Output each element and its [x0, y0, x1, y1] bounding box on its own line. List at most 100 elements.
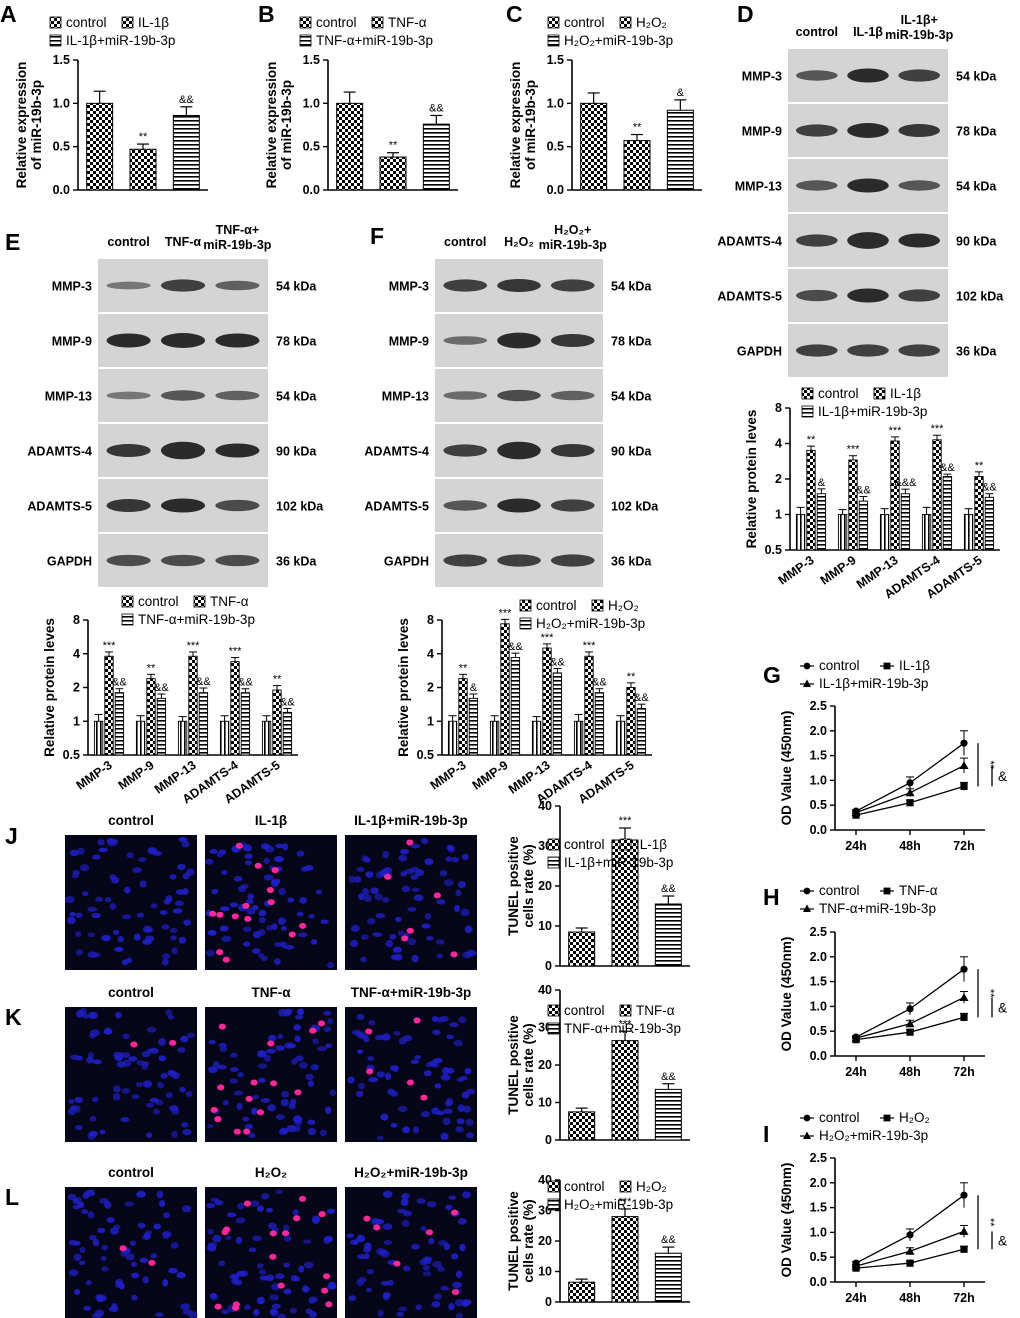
- nucleus: [114, 1054, 123, 1062]
- bar-MMP-9-H₂O₂+miR-19b-3p: [510, 657, 521, 756]
- significance-mark: &&: [592, 677, 607, 689]
- nucleus: [302, 1285, 310, 1293]
- band-MMP-3-0: [443, 279, 488, 292]
- band-MMP-13-2: [550, 390, 595, 401]
- bar-ADAMTS-4-IL-1β+miR-19b-3p: [942, 476, 953, 551]
- nucleus: [440, 1073, 451, 1081]
- nucleus: [465, 1132, 475, 1139]
- nucleus: [292, 1209, 299, 1216]
- y-tick-label: 0.0: [810, 1275, 827, 1289]
- nucleus: [323, 1026, 332, 1033]
- nucleus: [120, 1052, 131, 1058]
- bar-MMP-3-TNF-α+miR-19b-3p: [114, 692, 125, 756]
- bar-IL-1β: [611, 839, 639, 967]
- lane-label-2-line2: miR-19b-3p: [203, 238, 271, 252]
- nucleus: [181, 1121, 189, 1128]
- nucleus: [356, 866, 365, 872]
- nucleus: [152, 1108, 160, 1115]
- band-MMP-13-0: [796, 180, 838, 191]
- nucleus: [74, 1096, 84, 1103]
- tunel-positive-nucleus: [298, 1195, 307, 1202]
- band-MMP-13-1: [497, 389, 541, 402]
- nucleus: [117, 935, 124, 943]
- band-ADAMTS-4-2: [215, 443, 260, 458]
- bar-ADAMTS-4-TNF-α: [230, 661, 240, 756]
- nucleus: [156, 1190, 164, 1199]
- nucleus: [436, 899, 446, 905]
- nucleus: [455, 1126, 464, 1133]
- nucleus: [111, 1302, 118, 1310]
- band-GAPDH-0: [443, 554, 488, 567]
- nucleus: [258, 1269, 267, 1275]
- tunel-positive-nucleus: [365, 1028, 373, 1035]
- nucleus: [85, 1280, 93, 1286]
- bar-H₂O₂+miR-19b-3p: [654, 1252, 682, 1303]
- nucleus: [398, 854, 407, 862]
- nucleus: [89, 1115, 97, 1122]
- band-MMP-9-0: [796, 124, 838, 137]
- nucleus: [348, 1295, 357, 1302]
- nucleus: [252, 948, 261, 954]
- nucleus: [325, 1106, 332, 1115]
- bar-MMP-3-IL-1β: [806, 449, 816, 551]
- nucleus: [385, 1072, 392, 1081]
- tunel-positive-nucleus: [243, 1128, 251, 1135]
- nucleus: [120, 1117, 130, 1123]
- nucleus: [136, 1190, 146, 1198]
- nucleus: [307, 1119, 316, 1125]
- nucleus: [377, 1309, 384, 1317]
- nucleus: [264, 1054, 271, 1062]
- band-size-MMP-13: 54 kDa: [276, 390, 317, 404]
- bar-MMP-9-control: [489, 720, 500, 756]
- significance-mark: &&: [280, 696, 295, 708]
- nucleus: [329, 1089, 337, 1096]
- y-tick-label: 10: [538, 1096, 552, 1110]
- legend-label-1: H₂O₂: [899, 1110, 930, 1125]
- nucleus: [186, 1032, 196, 1039]
- nucleus: [423, 1070, 432, 1077]
- nucleus: [458, 1016, 467, 1024]
- legend-marker: [883, 887, 891, 895]
- nucleus: [382, 1190, 393, 1198]
- nucleus: [69, 849, 79, 857]
- y-tick-label: 1: [775, 508, 782, 522]
- nucleus: [111, 839, 119, 844]
- legend-swatch-1: [619, 1180, 632, 1193]
- nucleus: [400, 1198, 409, 1207]
- legend-label-2: IL-1β+miR-19b-3p: [818, 404, 927, 419]
- nucleus: [266, 925, 273, 932]
- nucleus: [218, 1260, 226, 1267]
- legend-swatch-2: [519, 617, 532, 630]
- nucleus: [327, 1284, 337, 1290]
- nucleus: [168, 1267, 178, 1274]
- nucleus: [169, 874, 177, 880]
- x-tick-label: MMP-3: [428, 758, 469, 793]
- nucleus: [414, 1055, 421, 1060]
- bar-ADAMTS-5-IL-1β+miR-19b-3p: [984, 496, 995, 551]
- nucleus: [181, 1205, 192, 1213]
- lane-label-1: TNF-α: [165, 235, 201, 249]
- y-axis-label-line: Relative expression: [14, 62, 29, 189]
- y-tick-label: 0.0: [810, 1049, 827, 1063]
- band-ADAMTS-5-2: [898, 289, 940, 302]
- point-control: [906, 1231, 914, 1239]
- nucleus: [172, 908, 183, 914]
- nucleus: [411, 887, 420, 893]
- tunel-positive-nucleus: [420, 1094, 428, 1101]
- tunel-positive-nucleus: [243, 1200, 252, 1207]
- significance-mark: ***: [847, 444, 861, 456]
- nucleus: [170, 1242, 179, 1249]
- nucleus: [431, 1062, 440, 1068]
- nucleus: [136, 912, 145, 918]
- nucleus: [258, 909, 267, 917]
- lane-label-2: IL-1β+: [901, 13, 938, 27]
- x-tick-label: 48h: [899, 1065, 921, 1079]
- nucleus: [376, 1071, 386, 1078]
- nucleus: [401, 885, 411, 893]
- y-tick-label: 8: [775, 401, 782, 415]
- y-axis-label-line: Relative expression: [264, 62, 279, 189]
- nucleus: [260, 955, 268, 962]
- nucleus: [377, 1135, 384, 1141]
- nucleus: [248, 1247, 257, 1253]
- bar-MMP-13-TNF-α+miR-19b-3p: [198, 692, 209, 756]
